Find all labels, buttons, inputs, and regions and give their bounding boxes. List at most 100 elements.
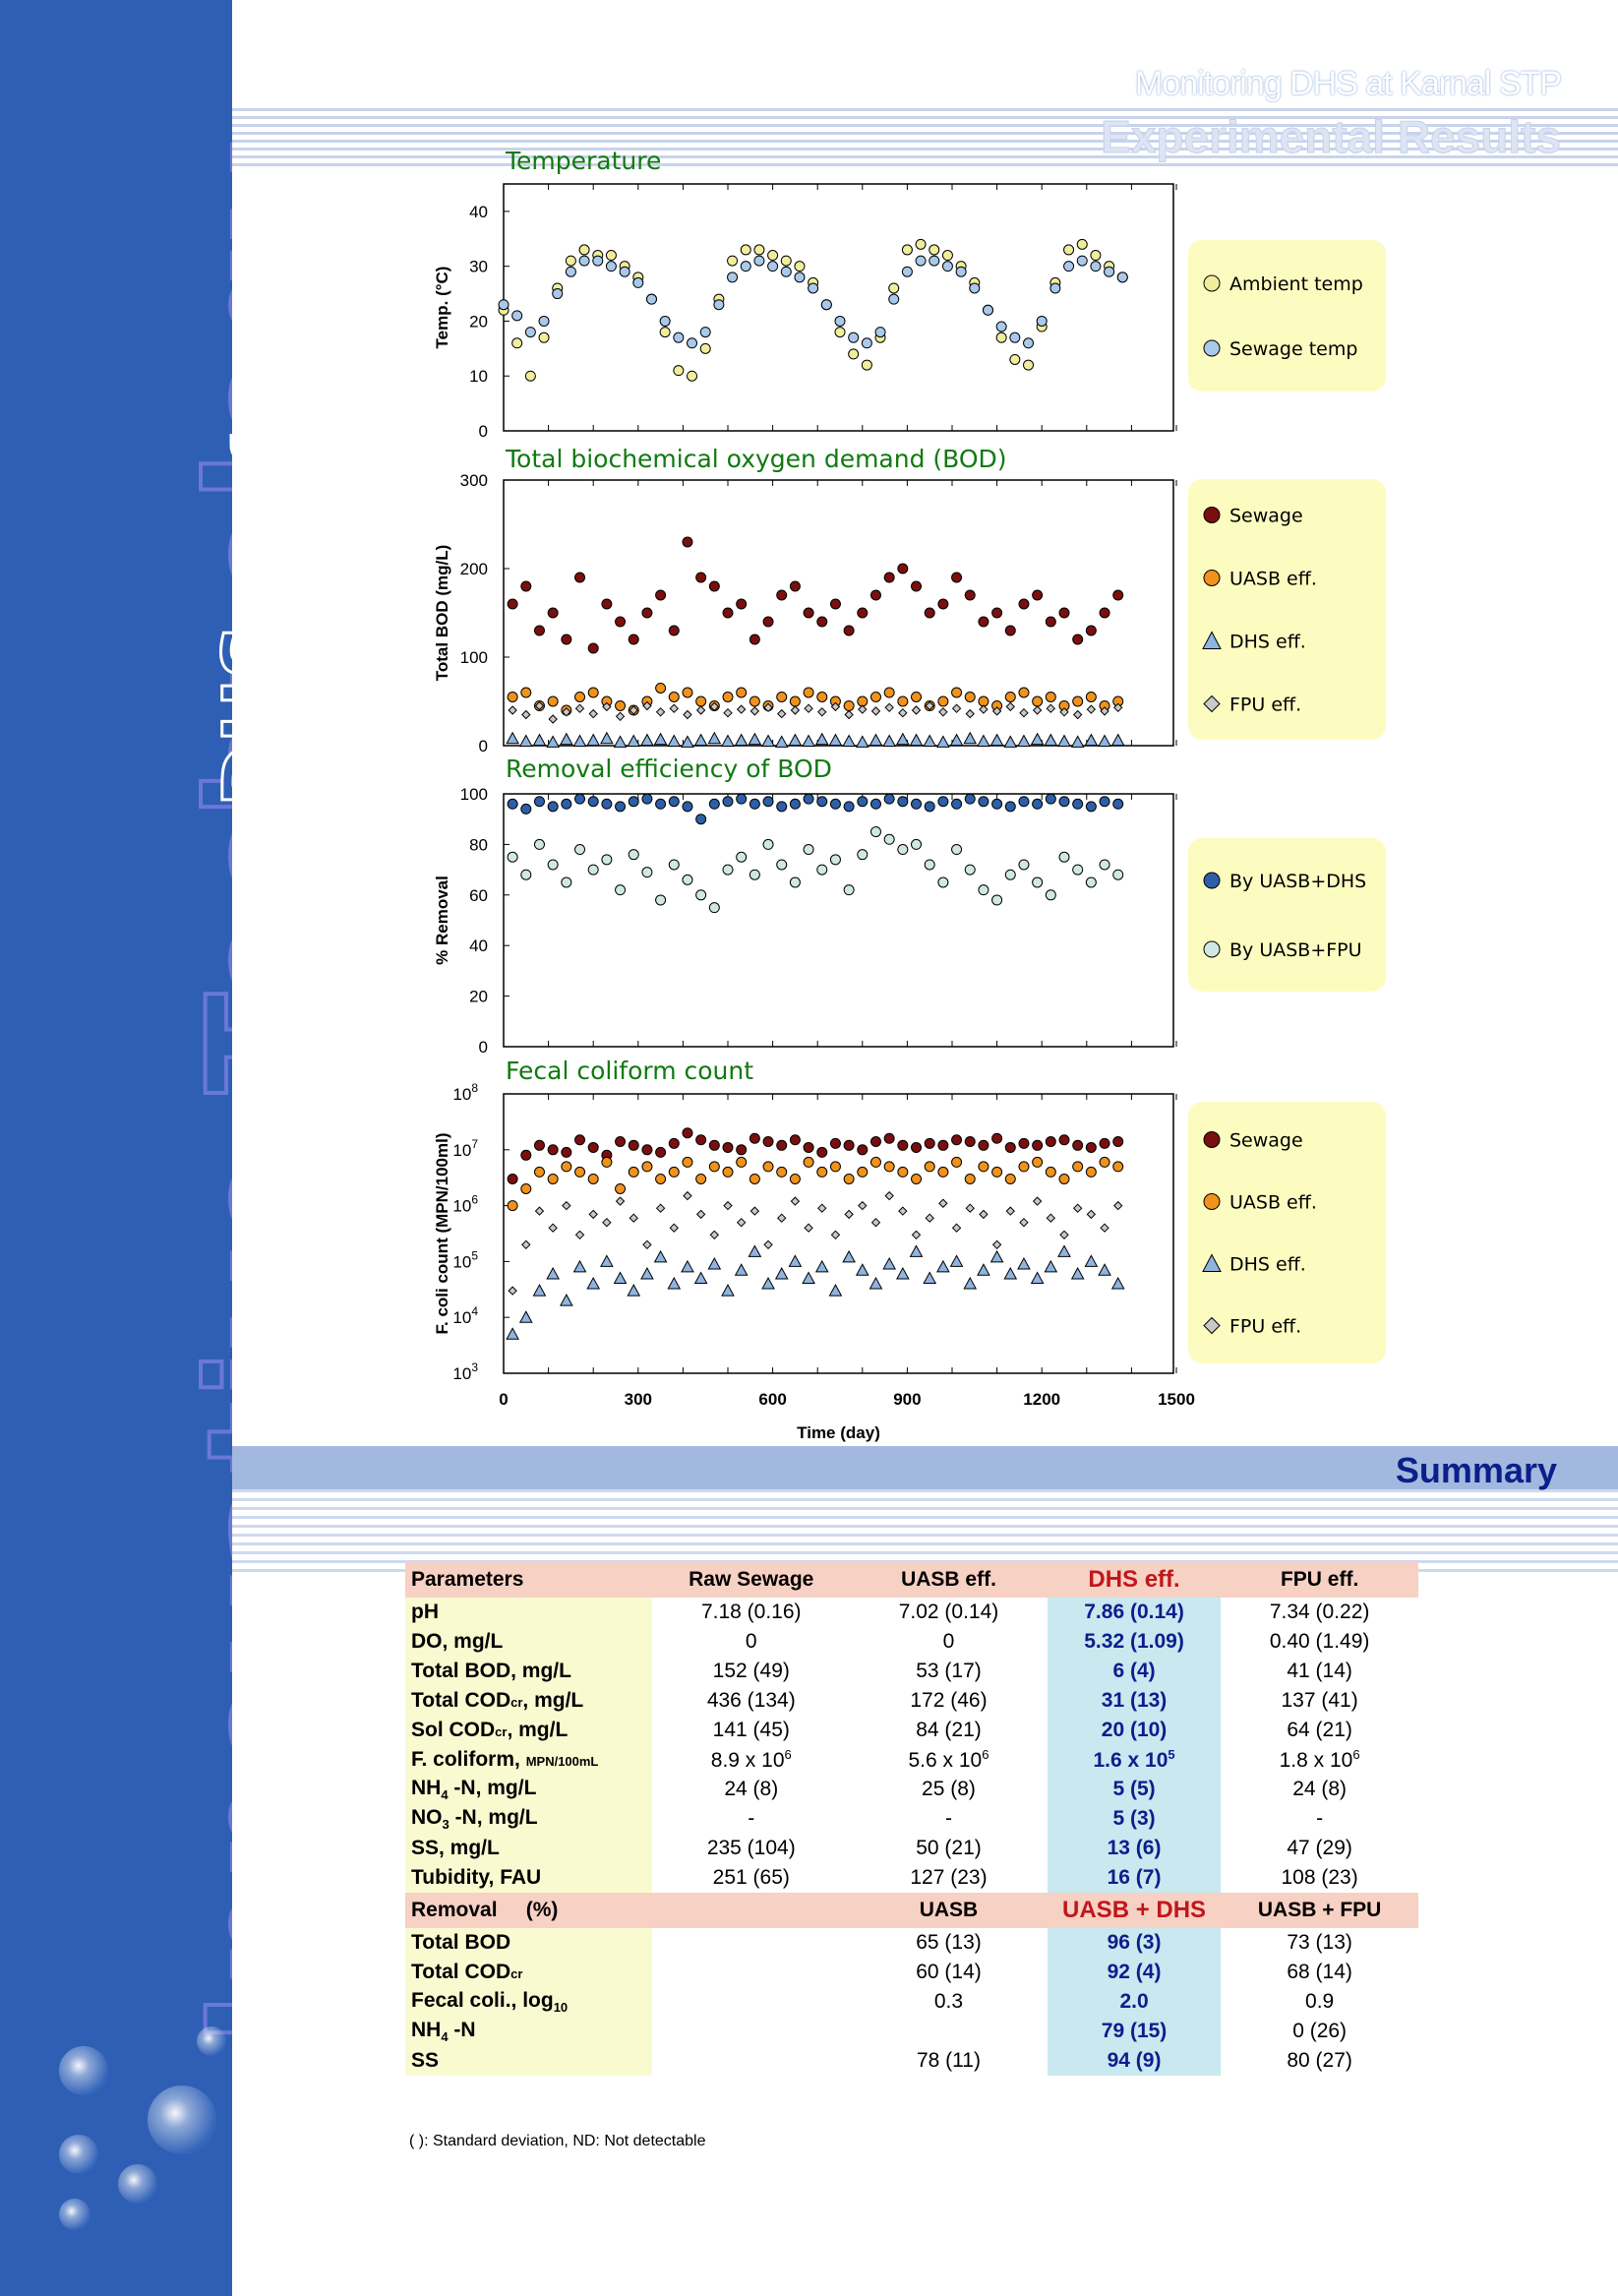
data-point	[1036, 315, 1048, 327]
data-point	[991, 798, 1003, 810]
data-point	[1070, 1266, 1085, 1280]
data-point	[655, 1173, 667, 1184]
data-point	[780, 266, 792, 277]
data-point	[1045, 1166, 1056, 1178]
data-point	[843, 884, 855, 896]
dhs-cell: 20 (10)	[1047, 1716, 1222, 1745]
data-point	[559, 732, 573, 746]
data-point	[695, 572, 707, 583]
data-point	[533, 625, 545, 636]
data-point	[901, 244, 913, 256]
plot-frame	[503, 793, 1174, 1048]
x-tick-label: 300	[625, 1390, 652, 1409]
data-point	[753, 255, 765, 267]
data-point	[600, 1254, 614, 1267]
fpu-cell: 0.9	[1305, 1990, 1335, 2013]
plot-frame	[503, 183, 1174, 432]
data-point	[762, 838, 774, 850]
data-point	[615, 1183, 627, 1195]
data-point	[524, 327, 536, 338]
data-point	[695, 1134, 707, 1146]
data-point	[587, 642, 599, 654]
data-point	[1099, 859, 1110, 871]
data-point	[776, 692, 788, 702]
data-point	[601, 854, 613, 866]
x-tick-label: 0	[499, 1390, 508, 1409]
data-point	[683, 709, 692, 720]
param-cell: pH	[405, 1598, 653, 1627]
data-point	[1072, 1203, 1083, 1213]
fpu-cell: 0.40 (1.49)	[1269, 1630, 1370, 1653]
data-point	[736, 1144, 748, 1156]
data-point	[803, 844, 814, 856]
table-row: Tubidity, FAU 251 (65) 127 (23) 16 (7) 108 (…	[405, 1863, 1418, 1893]
data-point	[628, 1166, 639, 1178]
uasb-cell: 127 (23)	[910, 1866, 988, 1889]
chart-title: Fecal coliform count	[506, 1057, 753, 1085]
data-point	[1110, 733, 1125, 747]
data-point	[695, 695, 707, 707]
data-point	[1032, 1156, 1044, 1168]
data-point	[1045, 692, 1056, 702]
data-point	[883, 687, 895, 698]
data-point	[941, 261, 953, 272]
header-fpu: FPU eff.	[1221, 1562, 1418, 1598]
data-point	[521, 709, 531, 720]
data-point	[762, 1161, 774, 1173]
data-point	[1072, 1139, 1084, 1151]
uasb-cell: 25 (8)	[922, 1778, 976, 1800]
data-point	[532, 733, 547, 747]
data-point	[1019, 1217, 1029, 1228]
data-point	[911, 798, 923, 810]
fpu-cell: 7.34 (0.22)	[1269, 1601, 1370, 1623]
data-point	[547, 607, 559, 619]
data-point	[898, 1206, 908, 1216]
x-tick-label: 600	[758, 1390, 786, 1409]
data-point	[951, 687, 963, 698]
data-point	[708, 580, 720, 592]
data-point	[613, 735, 628, 748]
data-point	[511, 337, 523, 349]
y-tick-label: 20	[469, 988, 488, 1006]
dhs-cell: 2.0	[1047, 1987, 1222, 2017]
data-point	[668, 796, 680, 808]
data-point	[951, 798, 963, 810]
data-point	[533, 1139, 545, 1151]
legend-marker	[1203, 507, 1221, 523]
legend-marker	[1203, 695, 1221, 713]
param-cell: Sol CODcr, mg/L	[405, 1716, 653, 1745]
data-point	[498, 299, 509, 311]
data-point	[1086, 704, 1097, 714]
dhs-cell: 16 (7)	[1047, 1863, 1222, 1893]
data-point	[521, 1239, 531, 1250]
data-point	[803, 687, 814, 698]
data-point	[1085, 692, 1097, 702]
data-point	[520, 1149, 532, 1161]
removal-header-blank	[652, 1893, 851, 1928]
data-point	[1004, 625, 1016, 636]
data-point	[1019, 707, 1029, 718]
data-point	[1032, 876, 1044, 888]
data-point	[627, 734, 641, 747]
data-point	[1112, 798, 1124, 810]
param-cell: NH4 -N, mg/L	[405, 1775, 653, 1804]
data-point	[843, 625, 855, 636]
data-point	[561, 634, 572, 645]
data-point	[1005, 701, 1015, 712]
data-point	[736, 1217, 747, 1228]
legend-box	[1188, 240, 1386, 392]
data-point	[911, 580, 923, 592]
data-point	[789, 876, 801, 888]
data-point	[965, 708, 975, 719]
data-point	[1059, 707, 1069, 717]
data-point	[1072, 634, 1084, 645]
data-point	[1004, 692, 1016, 702]
dhs-cell: 94 (9)	[1047, 2046, 1222, 2076]
data-point	[655, 894, 667, 906]
table-row: DO, mg/L 0 0 5.32 (1.09) 0.40 (1.49)	[405, 1627, 1418, 1657]
data-point	[586, 1276, 601, 1290]
data-point	[574, 703, 585, 713]
data-point	[895, 732, 910, 746]
legend-marker	[1203, 1193, 1221, 1210]
data-point	[518, 734, 533, 747]
